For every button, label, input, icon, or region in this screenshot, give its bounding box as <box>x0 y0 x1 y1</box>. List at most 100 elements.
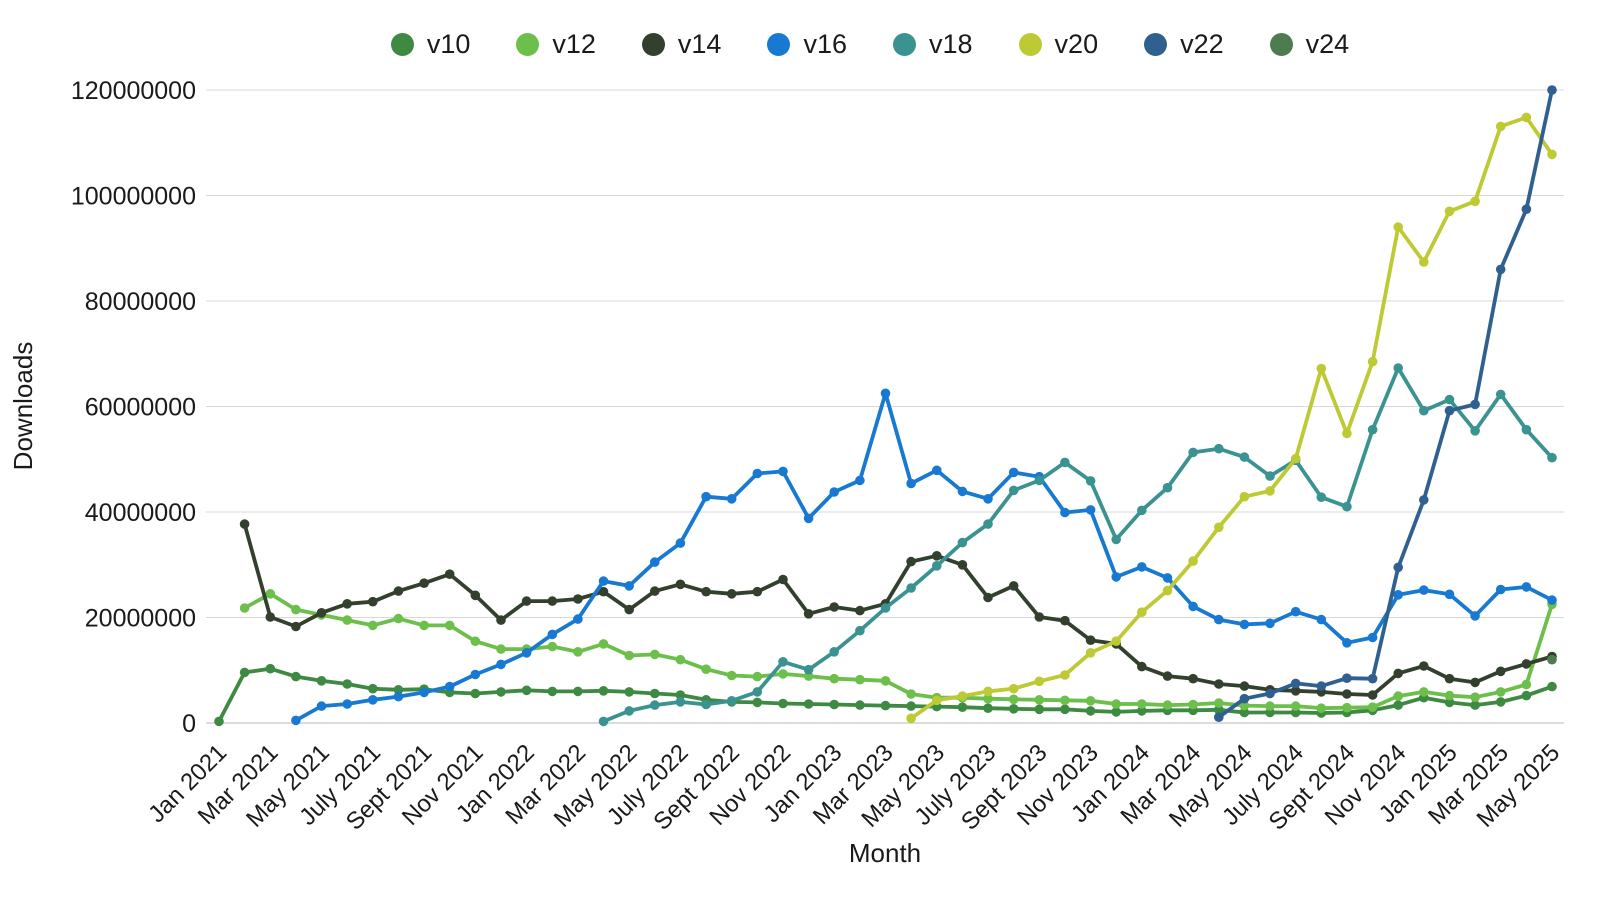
data-point-v16 <box>368 695 378 705</box>
data-point-v10 <box>291 671 301 682</box>
series-v14 <box>239 519 1557 700</box>
data-point-v10 <box>368 683 378 694</box>
data-point-v18 <box>880 603 891 613</box>
y-axis-tick-label: 100000000 <box>71 183 196 211</box>
data-point-v20 <box>1521 112 1532 123</box>
legend-label: v12 <box>552 29 596 59</box>
data-point-v18 <box>1111 534 1121 545</box>
data-point-v12 <box>444 620 455 631</box>
series-v20 <box>906 112 1557 724</box>
data-point-v18 <box>701 699 711 710</box>
legend-item-v14[interactable]: v14 <box>641 31 721 58</box>
data-point-v20 <box>1214 522 1224 533</box>
data-point-v20 <box>1470 196 1480 207</box>
data-point-v18 <box>855 625 865 636</box>
data-point-v16 <box>1470 611 1480 621</box>
legend-item-v10[interactable]: v10 <box>390 29 471 59</box>
data-point-v18 <box>1137 505 1147 516</box>
data-point-v14 <box>1393 668 1403 679</box>
legend-dot-v20 <box>1018 33 1042 56</box>
data-point-v14 <box>1060 615 1070 626</box>
data-point-v16 <box>1060 507 1070 518</box>
legend-item-v20[interactable]: v20 <box>1018 31 1098 58</box>
data-point-v10 <box>880 700 891 711</box>
data-point-v16 <box>1085 505 1096 515</box>
data-point-v12 <box>1239 700 1250 711</box>
data-point-v20 <box>1316 363 1327 374</box>
data-point-v12 <box>1444 690 1455 701</box>
data-point-v18 <box>624 706 634 716</box>
data-point-v12 <box>291 604 301 615</box>
data-point-v16 <box>1444 589 1455 600</box>
data-point-v16 <box>1162 573 1173 583</box>
data-point-v18 <box>1239 452 1250 462</box>
legend-item-v22[interactable]: v22 <box>1144 31 1224 58</box>
data-point-v16 <box>1547 595 1557 605</box>
data-point-v12 <box>752 671 763 682</box>
data-point-v18 <box>752 687 763 697</box>
data-point-v10 <box>1137 706 1147 716</box>
legend-dot-v12 <box>516 33 540 56</box>
legend-label: v10 <box>426 29 471 59</box>
data-point-v18 <box>1419 405 1429 416</box>
data-point-v16 <box>957 486 968 497</box>
data-point-v14 <box>1419 661 1429 671</box>
data-point-v10 <box>752 697 763 708</box>
data-point-v18 <box>650 700 660 710</box>
y-axis-tick-label: 40000000 <box>85 499 196 527</box>
data-point-v14 <box>1367 690 1378 700</box>
data-point-v20 <box>1444 206 1455 217</box>
data-point-v22 <box>1547 85 1557 95</box>
data-point-v18 <box>726 696 737 706</box>
data-point-v12 <box>983 693 993 704</box>
data-point-v10 <box>1085 706 1096 716</box>
data-point-v16 <box>932 465 942 476</box>
data-point-v18 <box>983 519 993 529</box>
data-point-v10 <box>393 685 404 695</box>
data-point-v18 <box>957 537 968 548</box>
data-point-v14 <box>1188 673 1198 684</box>
data-point-v22 <box>1342 673 1352 683</box>
legend-item-v16[interactable]: v16 <box>767 31 847 58</box>
data-point-v22 <box>1521 204 1532 214</box>
data-point-v14 <box>342 599 353 609</box>
data-point-v14 <box>1495 666 1506 677</box>
data-point-v20 <box>1137 607 1147 617</box>
data-point-v18 <box>1085 476 1096 486</box>
data-point-v18 <box>1214 443 1224 454</box>
data-point-v16 <box>316 701 327 711</box>
data-point-v12 <box>1290 701 1301 711</box>
series-line-v18 <box>601 366 1554 724</box>
legend-dot-v10 <box>390 33 414 56</box>
data-point-v20 <box>983 686 993 697</box>
data-point-v12 <box>393 613 404 624</box>
data-point-v16 <box>393 691 404 702</box>
data-point-v22 <box>1470 399 1480 410</box>
data-point-v12 <box>573 647 583 657</box>
data-point-v12 <box>778 669 788 679</box>
data-point-v18 <box>803 664 814 675</box>
data-point-v14 <box>1239 681 1250 691</box>
data-point-v14 <box>855 605 865 616</box>
data-point-v20 <box>1367 356 1378 367</box>
data-point-v22 <box>1290 678 1301 689</box>
data-point-v16 <box>444 681 455 692</box>
data-point-v14 <box>470 590 481 601</box>
series-v22 <box>1214 85 1557 722</box>
data-point-v14 <box>265 612 276 622</box>
data-point-v16 <box>547 629 558 640</box>
data-point-v18 <box>1470 426 1480 436</box>
data-point-v14 <box>598 586 609 597</box>
data-point-v16 <box>1495 584 1506 595</box>
data-point-v12 <box>855 674 865 685</box>
data-point-v10 <box>1060 704 1070 715</box>
data-point-v10 <box>957 702 968 712</box>
data-point-v20 <box>1034 676 1045 687</box>
legend-item-v24[interactable]: v24 <box>1269 31 1349 58</box>
data-point-v12 <box>650 649 660 660</box>
x-axis-title: Month <box>849 838 921 868</box>
legend-item-v12[interactable]: v12 <box>516 31 596 58</box>
data-point-v16 <box>1521 582 1532 592</box>
legend-item-v18[interactable]: v18 <box>893 31 973 58</box>
